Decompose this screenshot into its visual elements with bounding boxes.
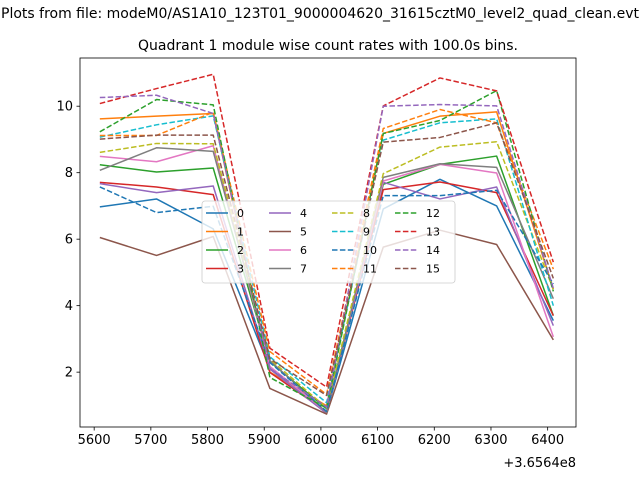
figure-suptitle: Plots from file: modeM0/AS1A10_123T01_90… — [1, 6, 639, 22]
legend-label-8: 8 — [363, 207, 370, 220]
legend-label-4: 4 — [300, 207, 307, 220]
x-tick-label-5800: 5800 — [191, 433, 224, 448]
legend-label-2: 2 — [237, 244, 244, 257]
legend-label-13: 13 — [426, 226, 440, 239]
series-line-15 — [99, 122, 555, 397]
x-tick-label-5900: 5900 — [248, 433, 281, 448]
legend-label-12: 12 — [426, 207, 440, 220]
y-tick-label-6: 6 — [65, 233, 73, 248]
series-line-7 — [99, 147, 555, 414]
y-tick-label-2: 2 — [65, 366, 73, 381]
y-tick-label-8: 8 — [65, 166, 73, 181]
series-line-5 — [99, 229, 554, 415]
legend-frame — [201, 200, 456, 284]
x-tick-label-6400: 6400 — [531, 433, 564, 448]
series-line-10 — [99, 186, 554, 413]
x-axis: 5600 5700 5800 5900 6000 6100 6200 6300 6400 — [78, 427, 564, 448]
y-axis: 2 4 6 8 10 — [56, 100, 80, 381]
legend-label-6: 6 — [300, 244, 307, 257]
legend-label-1: 1 — [237, 226, 244, 239]
axes-frame — [79, 57, 577, 428]
legend-label-10: 10 — [363, 244, 377, 257]
x-tick-label-6300: 6300 — [474, 433, 507, 448]
series-line-9 — [99, 115, 555, 404]
chart-title: Quadrant 1 module wise count rates with … — [138, 38, 518, 54]
x-tick-label-6200: 6200 — [418, 433, 451, 448]
legend-label-7: 7 — [300, 263, 307, 276]
legend-label-5: 5 — [300, 226, 307, 239]
series-line-13 — [99, 73, 555, 388]
legend-label-9: 9 — [363, 226, 370, 239]
x-offset-label: +3.6564e8 — [503, 456, 576, 471]
y-tick-label-10: 10 — [56, 100, 73, 115]
series-layer — [99, 73, 555, 415]
x-tick-label-6000: 6000 — [304, 433, 337, 448]
x-tick-label-5700: 5700 — [134, 433, 167, 448]
legend-label-15: 15 — [426, 263, 440, 276]
legend-label-11: 11 — [363, 263, 377, 276]
legend-label-14: 14 — [426, 244, 440, 257]
x-tick-label-6100: 6100 — [361, 433, 394, 448]
y-tick-label-4: 4 — [65, 299, 73, 314]
x-tick-label-5600: 5600 — [78, 433, 111, 448]
series-line-14 — [99, 94, 555, 408]
legend-label-3: 3 — [237, 263, 244, 276]
legend-label-0: 0 — [237, 207, 244, 220]
